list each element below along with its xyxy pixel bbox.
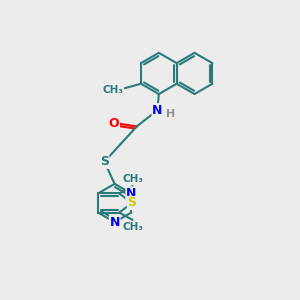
Text: N: N [152,104,163,117]
Text: S: S [128,196,136,209]
Text: N: N [110,216,120,229]
Text: CH₃: CH₃ [122,174,143,184]
Text: CH₃: CH₃ [122,222,143,232]
Text: CH₃: CH₃ [102,85,123,94]
Text: S: S [100,155,109,168]
Text: O: O [109,117,119,130]
Text: H: H [166,109,175,119]
Text: N: N [126,187,136,200]
